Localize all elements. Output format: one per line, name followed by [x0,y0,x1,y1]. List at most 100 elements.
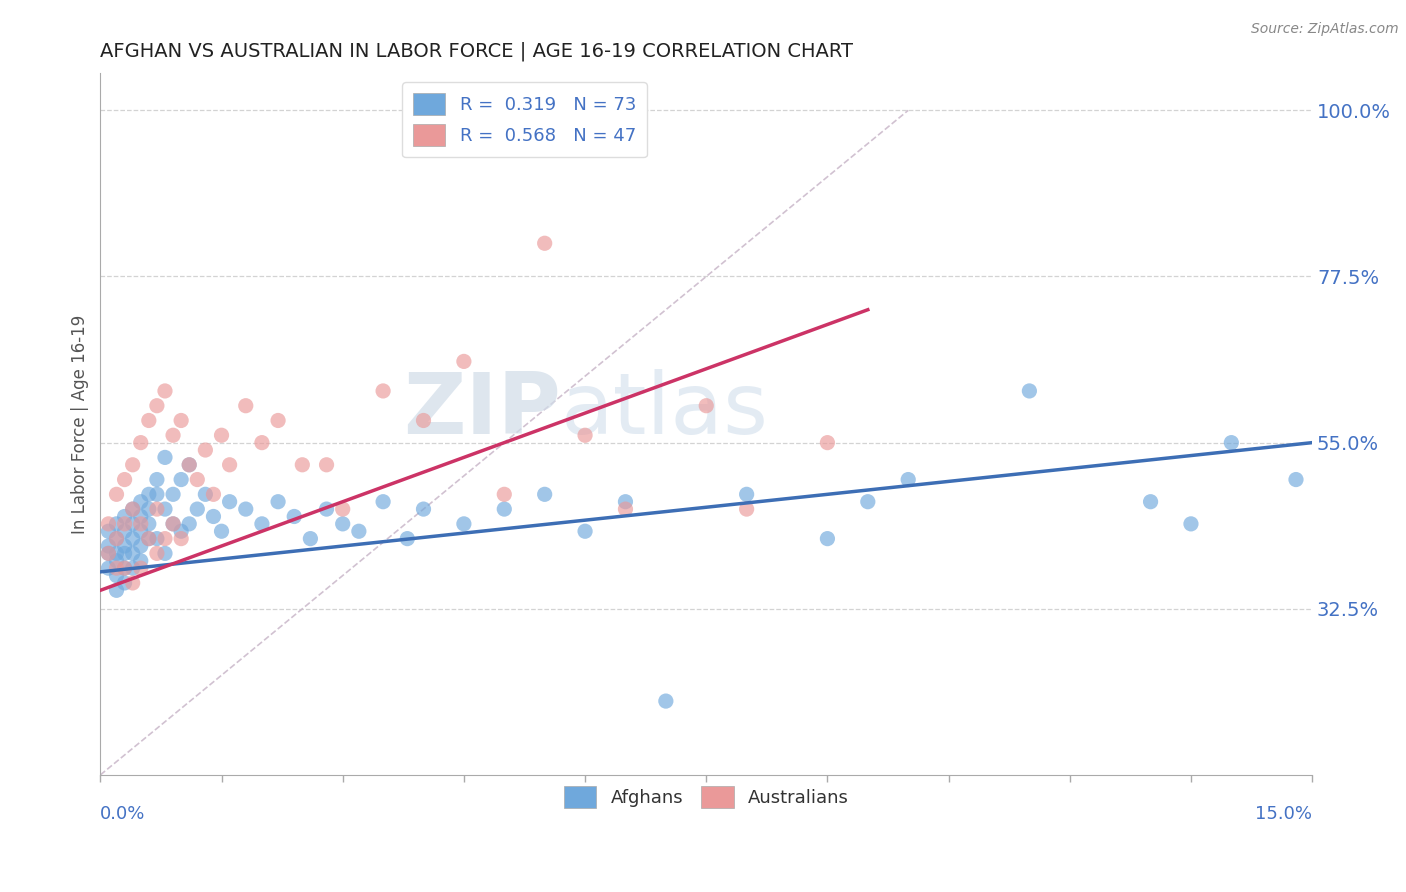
Point [291,458,314,472]
Point [315,502,337,516]
Point [138,532,160,546]
Point [97,546,120,560]
Point [315,458,337,472]
Point [105,561,128,575]
Point [138,413,160,427]
Point [146,546,169,560]
Point [105,532,128,546]
Point [121,532,143,546]
Point [533,487,555,501]
Point [1180,516,1202,531]
Point [186,473,208,487]
Y-axis label: In Labor Force | Age 16-19: In Labor Force | Age 16-19 [72,315,89,533]
Point [574,524,596,539]
Point [121,516,143,531]
Point [162,487,184,501]
Text: AFGHAN VS AUSTRALIAN IN LABOR FORCE | AGE 16-19 CORRELATION CHART: AFGHAN VS AUSTRALIAN IN LABOR FORCE | AG… [100,42,853,62]
Point [655,694,678,708]
Point [121,576,143,591]
Point [114,509,136,524]
Point [396,532,419,546]
Point [533,236,555,251]
Point [138,516,160,531]
Text: 0.0%: 0.0% [100,805,146,823]
Point [218,458,240,472]
Point [170,524,193,539]
Point [614,494,637,508]
Point [138,487,160,501]
Point [179,516,201,531]
Point [129,524,152,539]
Point [129,435,152,450]
Point [114,539,136,553]
Point [815,435,838,450]
Point [146,532,169,546]
Point [412,502,434,516]
Point [1139,494,1161,508]
Point [194,487,217,501]
Point [121,458,143,472]
Point [202,509,225,524]
Point [129,561,152,575]
Point [494,487,516,501]
Point [114,524,136,539]
Point [218,494,240,508]
Legend: Afghans, Australians: Afghans, Australians [557,779,856,815]
Point [1220,435,1243,450]
Point [194,443,217,458]
Point [371,384,394,398]
Point [97,539,120,553]
Point [1285,473,1308,487]
Point [897,473,920,487]
Point [146,487,169,501]
Point [170,473,193,487]
Text: 15.0%: 15.0% [1256,805,1312,823]
Point [162,516,184,531]
Point [170,532,193,546]
Text: ZIP: ZIP [404,368,561,451]
Point [162,516,184,531]
Point [235,399,257,413]
Text: Source: ZipAtlas.com: Source: ZipAtlas.com [1251,22,1399,37]
Point [179,458,201,472]
Point [267,413,290,427]
Point [574,428,596,442]
Point [453,516,475,531]
Point [153,502,176,516]
Point [1018,384,1040,398]
Point [105,532,128,546]
Point [211,524,233,539]
Point [97,524,120,539]
Point [735,502,758,516]
Point [97,516,120,531]
Point [121,561,143,575]
Point [162,428,184,442]
Point [129,516,152,531]
Point [129,539,152,553]
Point [97,561,120,575]
Point [121,502,143,516]
Point [267,494,290,508]
Point [695,399,717,413]
Point [138,532,160,546]
Point [283,509,305,524]
Point [250,435,273,450]
Point [114,561,136,575]
Point [235,502,257,516]
Point [146,399,169,413]
Point [105,568,128,582]
Point [211,428,233,442]
Point [153,384,176,398]
Point [114,546,136,560]
Point [614,502,637,516]
Point [97,546,120,560]
Point [153,532,176,546]
Point [105,554,128,568]
Point [856,494,879,508]
Point [494,502,516,516]
Point [453,354,475,368]
Point [114,576,136,591]
Point [129,494,152,508]
Point [121,502,143,516]
Point [332,516,354,531]
